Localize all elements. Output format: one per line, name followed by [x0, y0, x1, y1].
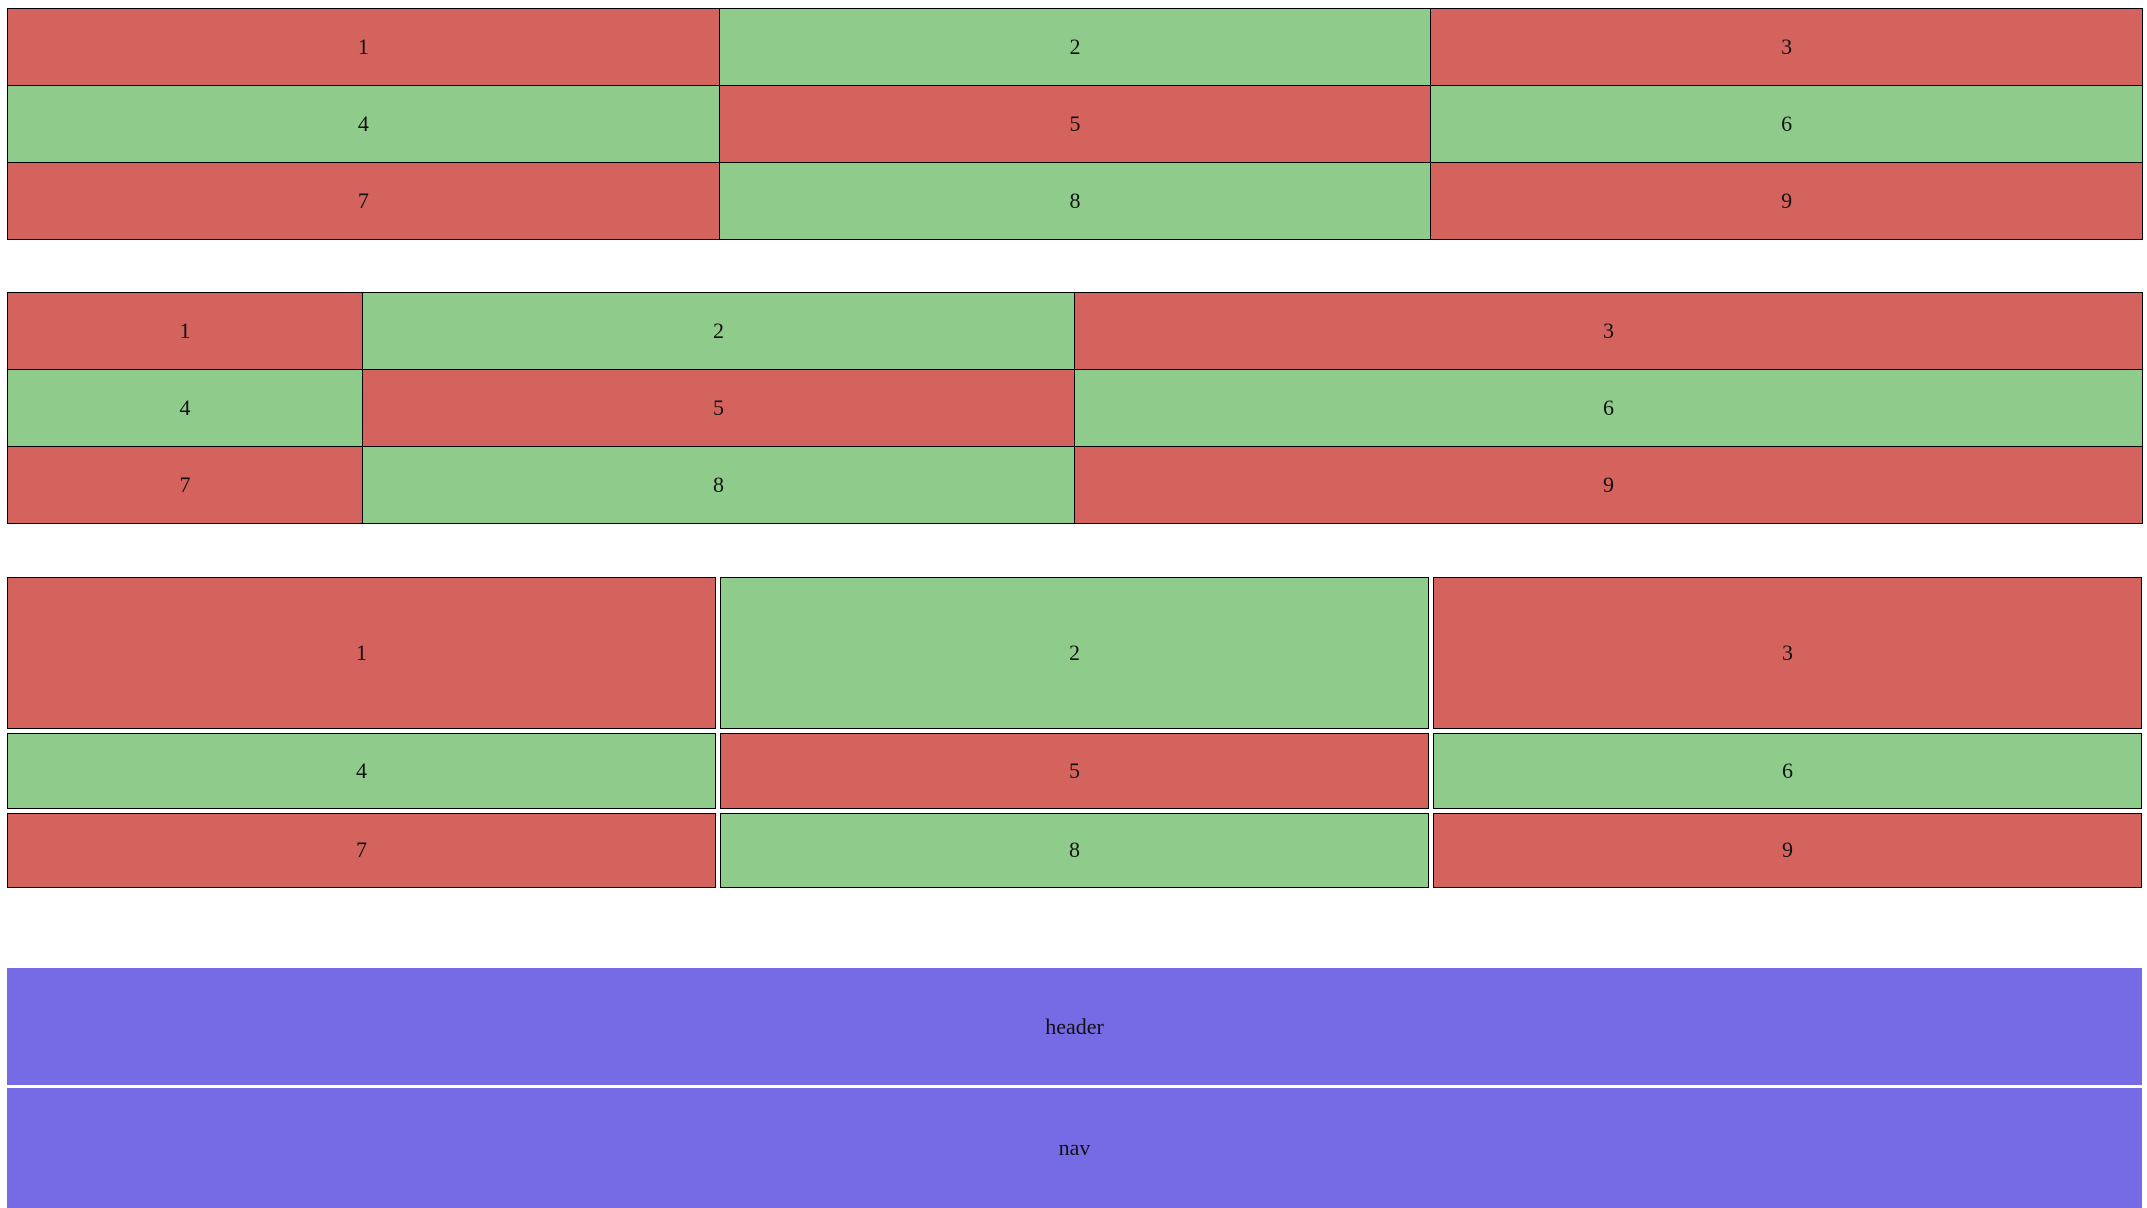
- grid3-cell-6: 6: [1433, 733, 2142, 809]
- grid1-cell-6: 6: [1431, 86, 2143, 163]
- grid2-cell-8: 8: [363, 447, 1075, 524]
- grid1-cell-8: 8: [719, 163, 1432, 240]
- grid3-cell-4: 4: [7, 733, 716, 809]
- grid2-cell-3: 3: [1075, 293, 2143, 370]
- grid3-cell-2: 2: [720, 577, 1429, 729]
- grid3-cell-5: 5: [720, 733, 1429, 809]
- grid1-cell-1: 1: [8, 9, 720, 86]
- grid1-cell-3: 3: [1431, 9, 2143, 86]
- grid2-cell-5: 5: [363, 370, 1075, 447]
- grid1-cell-7: 7: [8, 163, 720, 240]
- grid2-cell-4: 4: [8, 370, 363, 447]
- grid3-cell-7: 7: [7, 812, 716, 888]
- grid3-cell-1: 1: [7, 577, 716, 729]
- grid-with-gaps: 1 2 3 4 5 6 7 8 9: [7, 577, 2142, 888]
- grid-varied-columns: 1 2 3 4 5 6 7 8 9: [7, 292, 2143, 524]
- grid2-cell-9: 9: [1075, 447, 2143, 524]
- grid1-cell-4: 4: [8, 86, 720, 163]
- grid2-cell-1: 1: [8, 293, 363, 370]
- nav-region: nav: [7, 1088, 2142, 1208]
- grid1-cell-5: 5: [719, 86, 1432, 163]
- grid1-cell-2: 2: [719, 9, 1432, 86]
- nav-label: nav: [1058, 1135, 1091, 1160]
- header-region: header: [7, 968, 2142, 1085]
- grid1-cell-9: 9: [1431, 163, 2143, 240]
- grid3-cell-9: 9: [1433, 812, 2142, 888]
- grid3-cell-3: 3: [1433, 577, 2142, 729]
- header-label: header: [1045, 1013, 1104, 1039]
- grid2-cell-7: 7: [8, 447, 363, 524]
- grid2-cell-6: 6: [1075, 370, 2143, 447]
- grid3-cell-8: 8: [720, 812, 1429, 888]
- grid2-cell-2: 2: [363, 293, 1075, 370]
- grid-equal-columns: 1 2 3 4 5 6 7 8 9: [7, 8, 2143, 240]
